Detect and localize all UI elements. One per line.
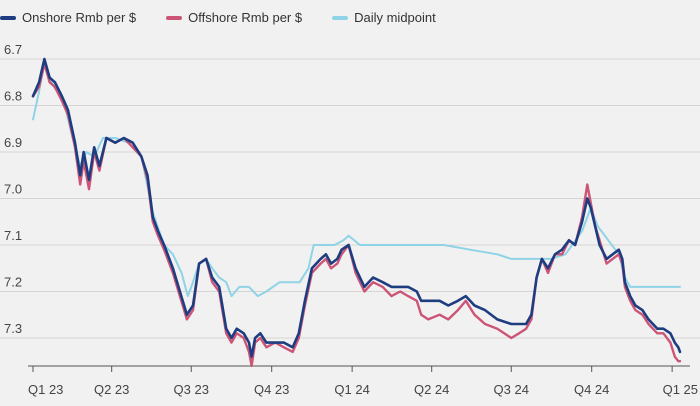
y-tick-label: 6.8 — [4, 89, 22, 104]
x-tick-label: Q2 23 — [94, 382, 129, 397]
y-tick-label: 7.0 — [4, 182, 22, 197]
x-tick-label: Q4 24 — [574, 382, 609, 397]
series-line-onshore — [31, 57, 682, 358]
legend-swatch-offshore — [166, 15, 183, 20]
y-tick-label: 6.7 — [4, 42, 22, 57]
axes: 6.7 6.8 6.9 7.0 7.1 7.2 7.3 Q1 23 Q2 23 Q3 23 Q4 2… — [4, 42, 698, 397]
gridlines — [0, 58, 700, 339]
x-tick-label: Q1 23 — [28, 382, 63, 397]
legend-item-onshore: Onshore Rmb per $ — [0, 10, 136, 25]
legend-swatch-midpoint — [332, 15, 349, 20]
legend-item-midpoint: Daily midpoint — [332, 10, 436, 25]
y-tick-label: 7.3 — [4, 321, 22, 336]
x-tick-label: Q2 24 — [414, 382, 449, 397]
y-tick-label: 7.1 — [4, 228, 22, 243]
legend-swatch-onshore — [0, 15, 16, 20]
x-tick-label: Q1 25 — [663, 382, 698, 397]
legend-label-offshore: Offshore Rmb per $ — [188, 10, 303, 25]
y-tick-label: 6.9 — [4, 135, 22, 150]
series-line-daily — [32, 62, 681, 298]
y-tick-label: 7.2 — [4, 275, 22, 290]
x-tick-label: Q4 23 — [254, 382, 289, 397]
x-tick-label: Q3 24 — [494, 382, 529, 397]
legend-item-offshore: Offshore Rmb per $ — [166, 10, 302, 25]
x-tick-label: Q3 23 — [174, 382, 209, 397]
legend-label-midpoint: Daily midpoint — [354, 10, 436, 25]
legend-label-onshore: Onshore Rmb per $ — [22, 10, 137, 25]
x-tick-label: Q1 24 — [334, 382, 369, 397]
legend: Onshore Rmb per $ Offshore Rmb per $ Dai… — [0, 10, 466, 25]
series-lines — [31, 57, 682, 368]
